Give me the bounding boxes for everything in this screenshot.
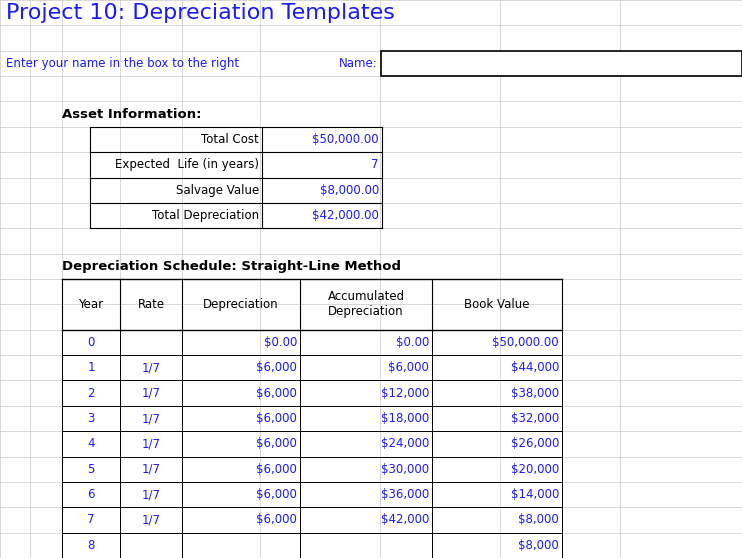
Text: 1/7: 1/7 bbox=[142, 361, 160, 374]
Text: 1: 1 bbox=[88, 361, 95, 374]
Text: $24,000: $24,000 bbox=[381, 437, 429, 450]
Text: $42,000: $42,000 bbox=[381, 513, 429, 526]
Text: Accumulated
Depreciation: Accumulated Depreciation bbox=[327, 290, 404, 319]
Text: Project 10: Depreciation Templates: Project 10: Depreciation Templates bbox=[6, 3, 395, 23]
Text: 1/7: 1/7 bbox=[142, 463, 160, 476]
Text: 4: 4 bbox=[88, 437, 95, 450]
Text: Enter your name in the box to the right: Enter your name in the box to the right bbox=[6, 57, 239, 70]
Text: $8,000: $8,000 bbox=[518, 513, 559, 526]
Text: Total Depreciation: Total Depreciation bbox=[152, 209, 259, 222]
Text: Name:: Name: bbox=[339, 57, 378, 70]
Text: 1/7: 1/7 bbox=[142, 387, 160, 400]
Text: 7: 7 bbox=[372, 158, 379, 171]
Text: 0: 0 bbox=[88, 336, 95, 349]
Text: $6,000: $6,000 bbox=[388, 361, 429, 374]
Text: Book Value: Book Value bbox=[464, 298, 530, 311]
Text: $20,000: $20,000 bbox=[510, 463, 559, 476]
Text: $36,000: $36,000 bbox=[381, 488, 429, 501]
Text: $14,000: $14,000 bbox=[510, 488, 559, 501]
Text: $6,000: $6,000 bbox=[256, 488, 297, 501]
Text: $26,000: $26,000 bbox=[510, 437, 559, 450]
Text: $18,000: $18,000 bbox=[381, 412, 429, 425]
Text: 3: 3 bbox=[88, 412, 95, 425]
Text: $42,000.00: $42,000.00 bbox=[312, 209, 379, 222]
Text: 7: 7 bbox=[88, 513, 95, 526]
Text: $38,000: $38,000 bbox=[511, 387, 559, 400]
Text: $0.00: $0.00 bbox=[263, 336, 297, 349]
Text: $12,000: $12,000 bbox=[381, 387, 429, 400]
Text: 1/7: 1/7 bbox=[142, 513, 160, 526]
Text: 1/7: 1/7 bbox=[142, 412, 160, 425]
Text: 8: 8 bbox=[88, 539, 95, 552]
Text: $6,000: $6,000 bbox=[256, 463, 297, 476]
Text: $8,000.00: $8,000.00 bbox=[320, 184, 379, 197]
Bar bbox=[381, 51, 742, 76]
Text: $30,000: $30,000 bbox=[381, 463, 429, 476]
Text: $6,000: $6,000 bbox=[256, 412, 297, 425]
Text: $0.00: $0.00 bbox=[395, 336, 429, 349]
Text: 5: 5 bbox=[88, 463, 95, 476]
Text: $6,000: $6,000 bbox=[256, 437, 297, 450]
Text: Expected  Life (in years): Expected Life (in years) bbox=[115, 158, 259, 171]
Text: $50,000.00: $50,000.00 bbox=[493, 336, 559, 349]
Text: $6,000: $6,000 bbox=[256, 387, 297, 400]
Text: $44,000: $44,000 bbox=[510, 361, 559, 374]
Text: 1/7: 1/7 bbox=[142, 437, 160, 450]
Text: Rate: Rate bbox=[137, 298, 165, 311]
Text: Total Cost: Total Cost bbox=[201, 133, 259, 146]
Text: 1/7: 1/7 bbox=[142, 488, 160, 501]
Text: 2: 2 bbox=[88, 387, 95, 400]
Text: $32,000: $32,000 bbox=[510, 412, 559, 425]
Text: Salvage Value: Salvage Value bbox=[176, 184, 259, 197]
Text: Asset Information:: Asset Information: bbox=[62, 108, 202, 121]
Text: $6,000: $6,000 bbox=[256, 361, 297, 374]
Text: Depreciation: Depreciation bbox=[203, 298, 279, 311]
Text: Year: Year bbox=[79, 298, 104, 311]
Text: 6: 6 bbox=[88, 488, 95, 501]
Text: $50,000.00: $50,000.00 bbox=[312, 133, 379, 146]
Text: $6,000: $6,000 bbox=[256, 513, 297, 526]
Text: Depreciation Schedule: Straight-Line Method: Depreciation Schedule: Straight-Line Met… bbox=[62, 260, 401, 273]
Text: $8,000: $8,000 bbox=[518, 539, 559, 552]
